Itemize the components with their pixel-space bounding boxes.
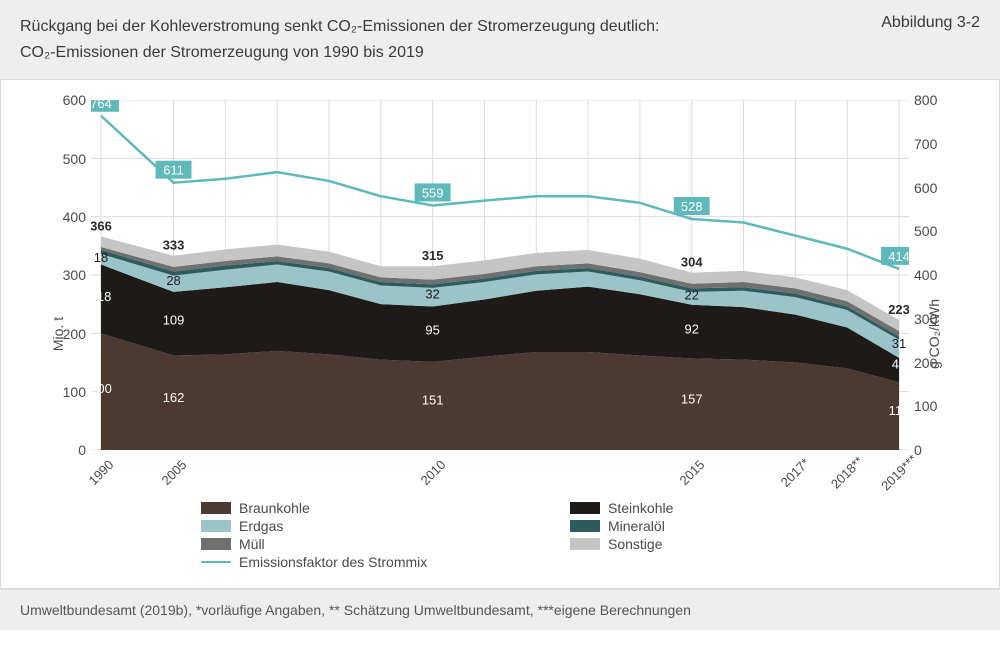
series-value-label: 32 [425,287,439,302]
legend-item-sonstige: Sonstige [570,536,899,552]
x-tick: 2017* [778,455,813,490]
chart-svg: 764 611 559 528 414 366 333 315 304 223 200 162 151 1… [91,100,909,450]
legend-swatch [201,561,231,563]
total-label: 333 [163,238,185,253]
x-tick: 2010 [417,457,448,488]
y-right-tick: 800 [914,92,944,108]
y-right-tick: 0 [914,442,944,458]
series-value-label: 22 [685,288,699,303]
legend-item-braunkohle: Braunkohle [201,500,530,516]
series-value-label: 116 [889,403,909,418]
chart-footer: Umweltbundesamt (2019b), *vorläufige Ang… [0,589,1000,630]
y-left-tick: 300 [56,267,86,283]
series-value-label: 200 [91,381,112,396]
legend-label: Sonstige [608,536,662,552]
total-label: 223 [888,302,909,317]
y-left-tick: 0 [56,442,86,458]
line-label: 559 [422,186,444,201]
legend-item-mineraloel: Mineralöl [570,518,899,534]
x-tick: 2019*** [878,452,920,494]
line-label: 528 [681,199,703,214]
legend-swatch [570,502,600,514]
title-line-1: Rückgang bei der Kohleverstromung senkt … [20,14,980,40]
y-right-tick: 400 [914,267,944,283]
series-value-label: 118 [91,289,111,304]
line-label: 414 [888,249,909,264]
legend-label: Steinkohle [608,500,673,516]
line-emissionsfaktor [101,116,899,269]
y-left-tick: 600 [56,92,86,108]
legend-item-muell: Müll [201,536,530,552]
legend-label: Mineralöl [608,518,665,534]
y-left-ticks: 0100200300400500600 [56,100,86,450]
chart-header: Rückgang bei der Kohleverstromung senkt … [0,0,1000,79]
total-label: 304 [681,255,703,270]
series-value-label: 31 [892,336,906,351]
series-value-label: 162 [163,390,185,405]
y-right-tick: 500 [914,223,944,239]
series-value-label: 28 [166,273,180,288]
y-right-tick: 700 [914,136,944,152]
series-value-label: 109 [163,313,185,328]
x-tick: 2015 [676,457,707,488]
x-tick: 2018** [828,454,866,492]
legend-swatch [201,502,231,514]
legend-item-erdgas: Erdgas [201,518,530,534]
legend-swatch [201,538,231,550]
legend-swatch [570,538,600,550]
line-label: 764 [91,100,112,111]
series-value-label: 92 [685,322,699,337]
series-value-label: 157 [681,392,703,407]
legend-label: Emissionsfaktor des Strommix [239,554,427,570]
y-right-tick: 100 [914,398,944,414]
series-value-label: 18 [94,250,108,265]
legend-swatch [201,520,231,532]
line-label: 611 [163,163,184,178]
y-left-tick: 400 [56,209,86,225]
series-value-label: 151 [422,393,444,408]
y-left-tick: 100 [56,384,86,400]
title-line-2: CO₂-Emissionen der Stromerzeugung von 19… [20,40,980,66]
x-ticks: 19902005201020152017*2018**2019*** [91,455,909,495]
y-right-ticks: 0100200300400500600700800 [914,100,944,450]
y-left-tick: 500 [56,151,86,167]
legend-label: Braunkohle [239,500,310,516]
series-value-label: 42 [892,357,906,372]
plot-area: 764 611 559 528 414 366 333 315 304 223 200 162 151 1… [91,100,909,450]
y-right-tick: 300 [914,311,944,327]
legend-item-steinkohle: Steinkohle [570,500,899,516]
figure-label: Abbildung 3-2 [881,14,980,32]
x-tick: 1990 [85,457,116,488]
y-right-tick: 600 [914,180,944,196]
y-right-tick: 200 [914,355,944,371]
legend-item-faktor: Emissionsfaktor des Strommix [201,554,530,570]
chart-container: Mio. t g CO₂/kWh 0100200300400500600 010… [0,79,1000,589]
legend: Braunkohle Steinkohle Erdgas Mineralöl Müll S… [201,500,899,570]
legend-label: Erdgas [239,518,283,534]
total-label: 366 [91,219,112,234]
series-value-label: 95 [425,323,439,338]
y-left-tick: 200 [56,326,86,342]
total-label: 315 [422,248,444,263]
legend-label: Müll [239,536,265,552]
footer-text: Umweltbundesamt (2019b), *vorläufige Ang… [20,602,691,618]
legend-swatch [570,520,600,532]
x-tick: 2005 [158,457,189,488]
